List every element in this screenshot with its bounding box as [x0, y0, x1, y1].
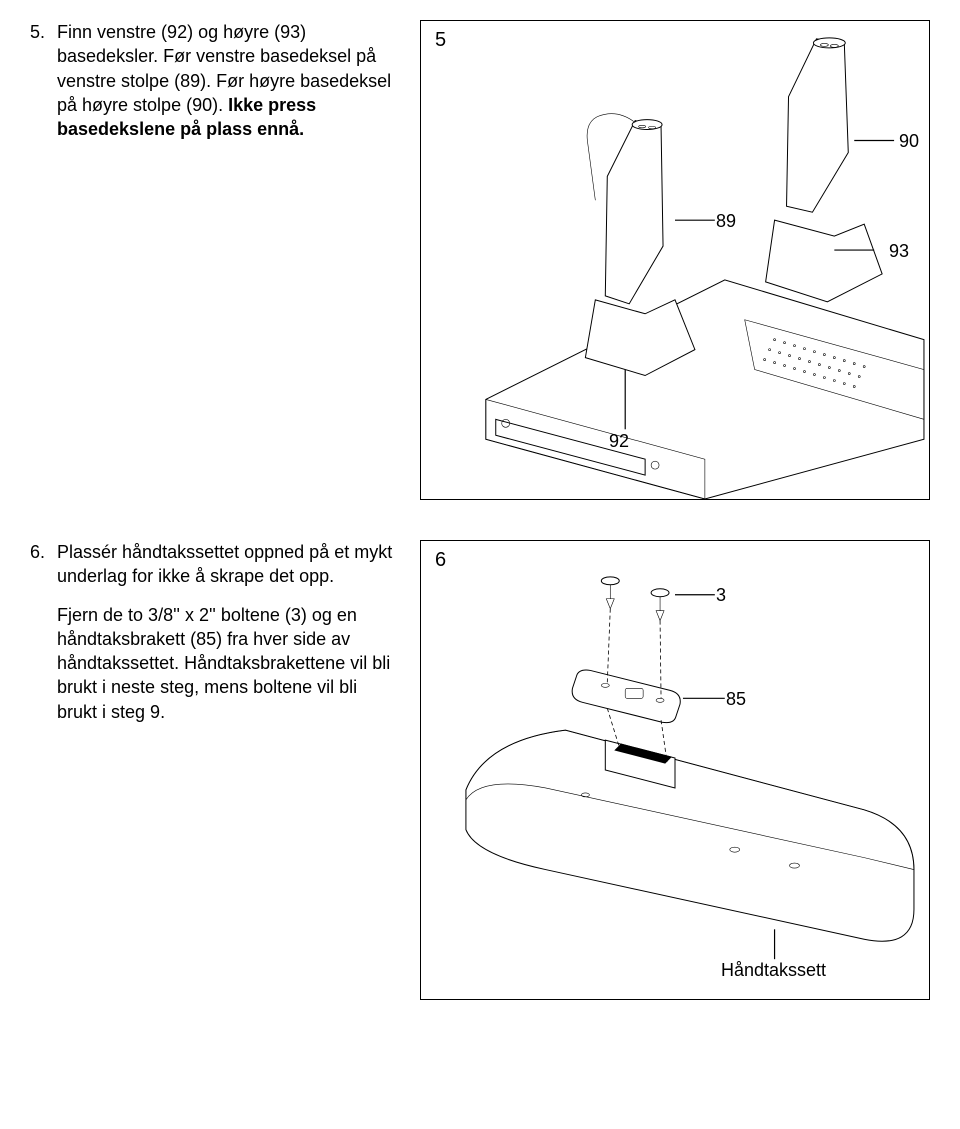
step-6-figure: 6	[420, 540, 930, 1000]
step-5-body: Finn venstre (92) og høyre (93) basedeks…	[57, 20, 400, 500]
step-5-figure: 5	[420, 20, 930, 500]
step-6-diagram-svg	[421, 541, 929, 999]
page: 5. Finn venstre (92) og høyre (93) based…	[0, 0, 960, 1060]
callout-92: 92	[609, 431, 629, 452]
callout-93: 93	[889, 241, 909, 262]
step-6-p1: Plassér håndtakssettet oppned på et mykt…	[57, 540, 400, 589]
step-5-p1: Finn venstre (92) og høyre (93) basedeks…	[57, 20, 400, 141]
step-6-p2-s1: Fjern de to 3/8'' x 2'' boltene (3) og e…	[57, 605, 390, 722]
step-5-figure-number: 5	[435, 29, 446, 52]
step-6-body: Plassér håndtakssettet oppned på et mykt…	[57, 540, 400, 1000]
step-5-diagram-svg	[421, 21, 929, 499]
step-5: 5. Finn venstre (92) og høyre (93) based…	[30, 20, 930, 500]
callout-89: 89	[716, 211, 736, 232]
step-6-p1-s1: Plassér håndtakssettet oppned på et mykt…	[57, 542, 392, 586]
step-6-figure-number: 6	[435, 549, 446, 572]
callout-handle: Håndtakssett	[721, 960, 826, 981]
step-5-p1-s1: Finn venstre (92) og høyre (93) basedeks…	[57, 22, 391, 115]
callout-90: 90	[899, 131, 919, 152]
callout-3: 3	[716, 585, 726, 606]
step-6: 6. Plassér håndtakssettet oppned på et m…	[30, 540, 930, 1000]
step-6-text: 6. Plassér håndtakssettet oppned på et m…	[30, 540, 400, 1000]
step-6-p2: Fjern de to 3/8'' x 2'' boltene (3) og e…	[57, 603, 400, 724]
callout-85: 85	[726, 689, 746, 710]
step-5-text: 5. Finn venstre (92) og høyre (93) based…	[30, 20, 400, 500]
step-6-number: 6.	[30, 540, 45, 1000]
step-5-number: 5.	[30, 20, 45, 500]
